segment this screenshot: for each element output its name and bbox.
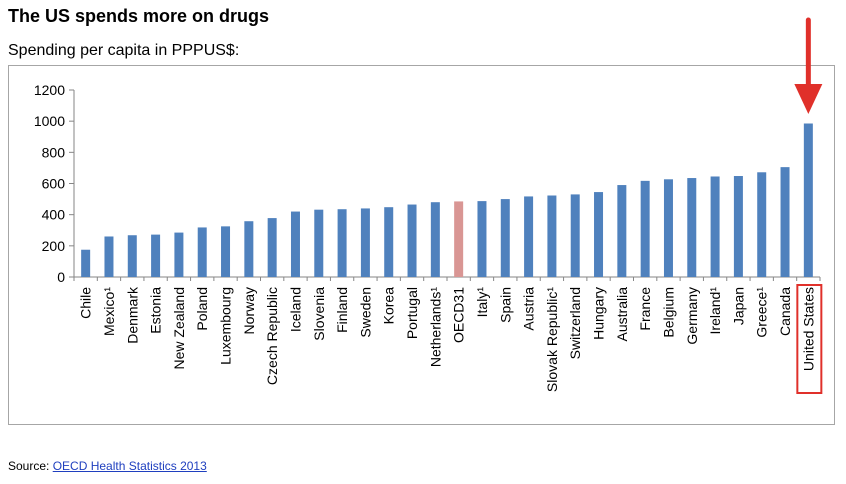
source-label: Source: bbox=[8, 459, 53, 473]
bar bbox=[710, 176, 720, 277]
bar bbox=[500, 199, 510, 277]
x-tick-label: Iceland bbox=[287, 287, 303, 332]
x-tick-label: Korea bbox=[381, 287, 397, 325]
bar bbox=[127, 235, 137, 277]
x-tick-label: New Zealand bbox=[171, 287, 187, 370]
y-tick-label: 1200 bbox=[34, 82, 65, 98]
bar bbox=[290, 211, 300, 277]
x-tick-label: Italy¹ bbox=[474, 287, 490, 318]
bar bbox=[803, 123, 813, 277]
x-tick-label: Netherlands¹ bbox=[427, 287, 443, 367]
bar bbox=[757, 172, 767, 277]
x-tick-label: Sweden bbox=[357, 287, 373, 338]
united-states-highlight-box bbox=[796, 284, 823, 394]
bar bbox=[174, 232, 184, 277]
bar bbox=[454, 201, 464, 277]
bar bbox=[477, 201, 487, 277]
bar bbox=[337, 209, 347, 277]
bar bbox=[104, 236, 114, 277]
y-tick-label: 200 bbox=[42, 238, 66, 254]
bar bbox=[197, 227, 207, 277]
x-tick-label: OECD31 bbox=[451, 287, 467, 343]
x-tick-label: Norway bbox=[241, 287, 257, 334]
x-tick-label: Greece¹ bbox=[754, 287, 770, 338]
bar bbox=[314, 209, 324, 277]
bar bbox=[430, 202, 440, 277]
bar bbox=[407, 204, 417, 277]
bar bbox=[663, 179, 673, 277]
bar bbox=[617, 185, 627, 277]
x-tick-label: Mexico¹ bbox=[101, 287, 117, 336]
x-tick-label: Czech Republic bbox=[264, 287, 280, 385]
bar bbox=[547, 195, 557, 277]
x-tick-label: Finland bbox=[334, 287, 350, 333]
x-tick-label: Hungary bbox=[591, 287, 607, 340]
arrow-down-icon bbox=[794, 84, 823, 114]
bar bbox=[594, 192, 604, 277]
x-tick-label: Slovak Republic¹ bbox=[544, 287, 560, 392]
y-tick-label: 400 bbox=[42, 207, 66, 223]
x-tick-label: Portugal bbox=[404, 287, 420, 339]
bar bbox=[221, 226, 231, 277]
x-tick-label: Ireland¹ bbox=[707, 287, 723, 335]
y-tick-label: 0 bbox=[57, 269, 65, 285]
bar bbox=[244, 221, 254, 277]
chart-subtitle: Spending per capita in PPPUS$: bbox=[8, 42, 240, 59]
x-tick-label: Switzerland bbox=[567, 287, 583, 359]
x-tick-label: France bbox=[637, 287, 653, 331]
x-tick-label: Chile bbox=[78, 287, 94, 319]
bar bbox=[640, 180, 650, 277]
x-tick-label: Austria bbox=[521, 287, 537, 331]
bar bbox=[687, 178, 697, 277]
bar bbox=[733, 176, 743, 277]
source-line: Source: OECD Health Statistics 2013 bbox=[8, 459, 207, 473]
x-tick-label: Poland bbox=[194, 287, 210, 331]
x-tick-label: Japan bbox=[730, 287, 746, 325]
bar bbox=[384, 207, 394, 277]
x-tick-label: Spain bbox=[497, 287, 513, 323]
bar bbox=[780, 167, 790, 277]
bar bbox=[81, 249, 91, 277]
x-tick-label: Germany bbox=[684, 287, 700, 345]
bar bbox=[151, 234, 161, 277]
bar bbox=[570, 194, 580, 277]
bar bbox=[360, 208, 370, 277]
x-tick-label: Canada bbox=[777, 287, 793, 336]
x-tick-label: Estonia bbox=[148, 287, 164, 334]
y-tick-label: 600 bbox=[42, 176, 66, 192]
y-tick-label: 800 bbox=[42, 144, 66, 160]
x-tick-label: Australia bbox=[614, 287, 630, 342]
chart-area bbox=[8, 65, 835, 425]
x-tick-label: United States bbox=[800, 287, 816, 371]
bar bbox=[267, 218, 277, 277]
x-tick-label: Denmark bbox=[124, 286, 140, 344]
x-tick-label: Belgium bbox=[660, 287, 676, 338]
x-tick-label: Slovenia bbox=[311, 287, 327, 341]
bar bbox=[524, 196, 534, 277]
chart-title: The US spends more on drugs bbox=[8, 6, 270, 26]
x-tick-label: Luxembourg bbox=[218, 287, 234, 365]
source-link[interactable]: OECD Health Statistics 2013 bbox=[52, 459, 207, 473]
y-tick-label: 1000 bbox=[34, 113, 65, 129]
